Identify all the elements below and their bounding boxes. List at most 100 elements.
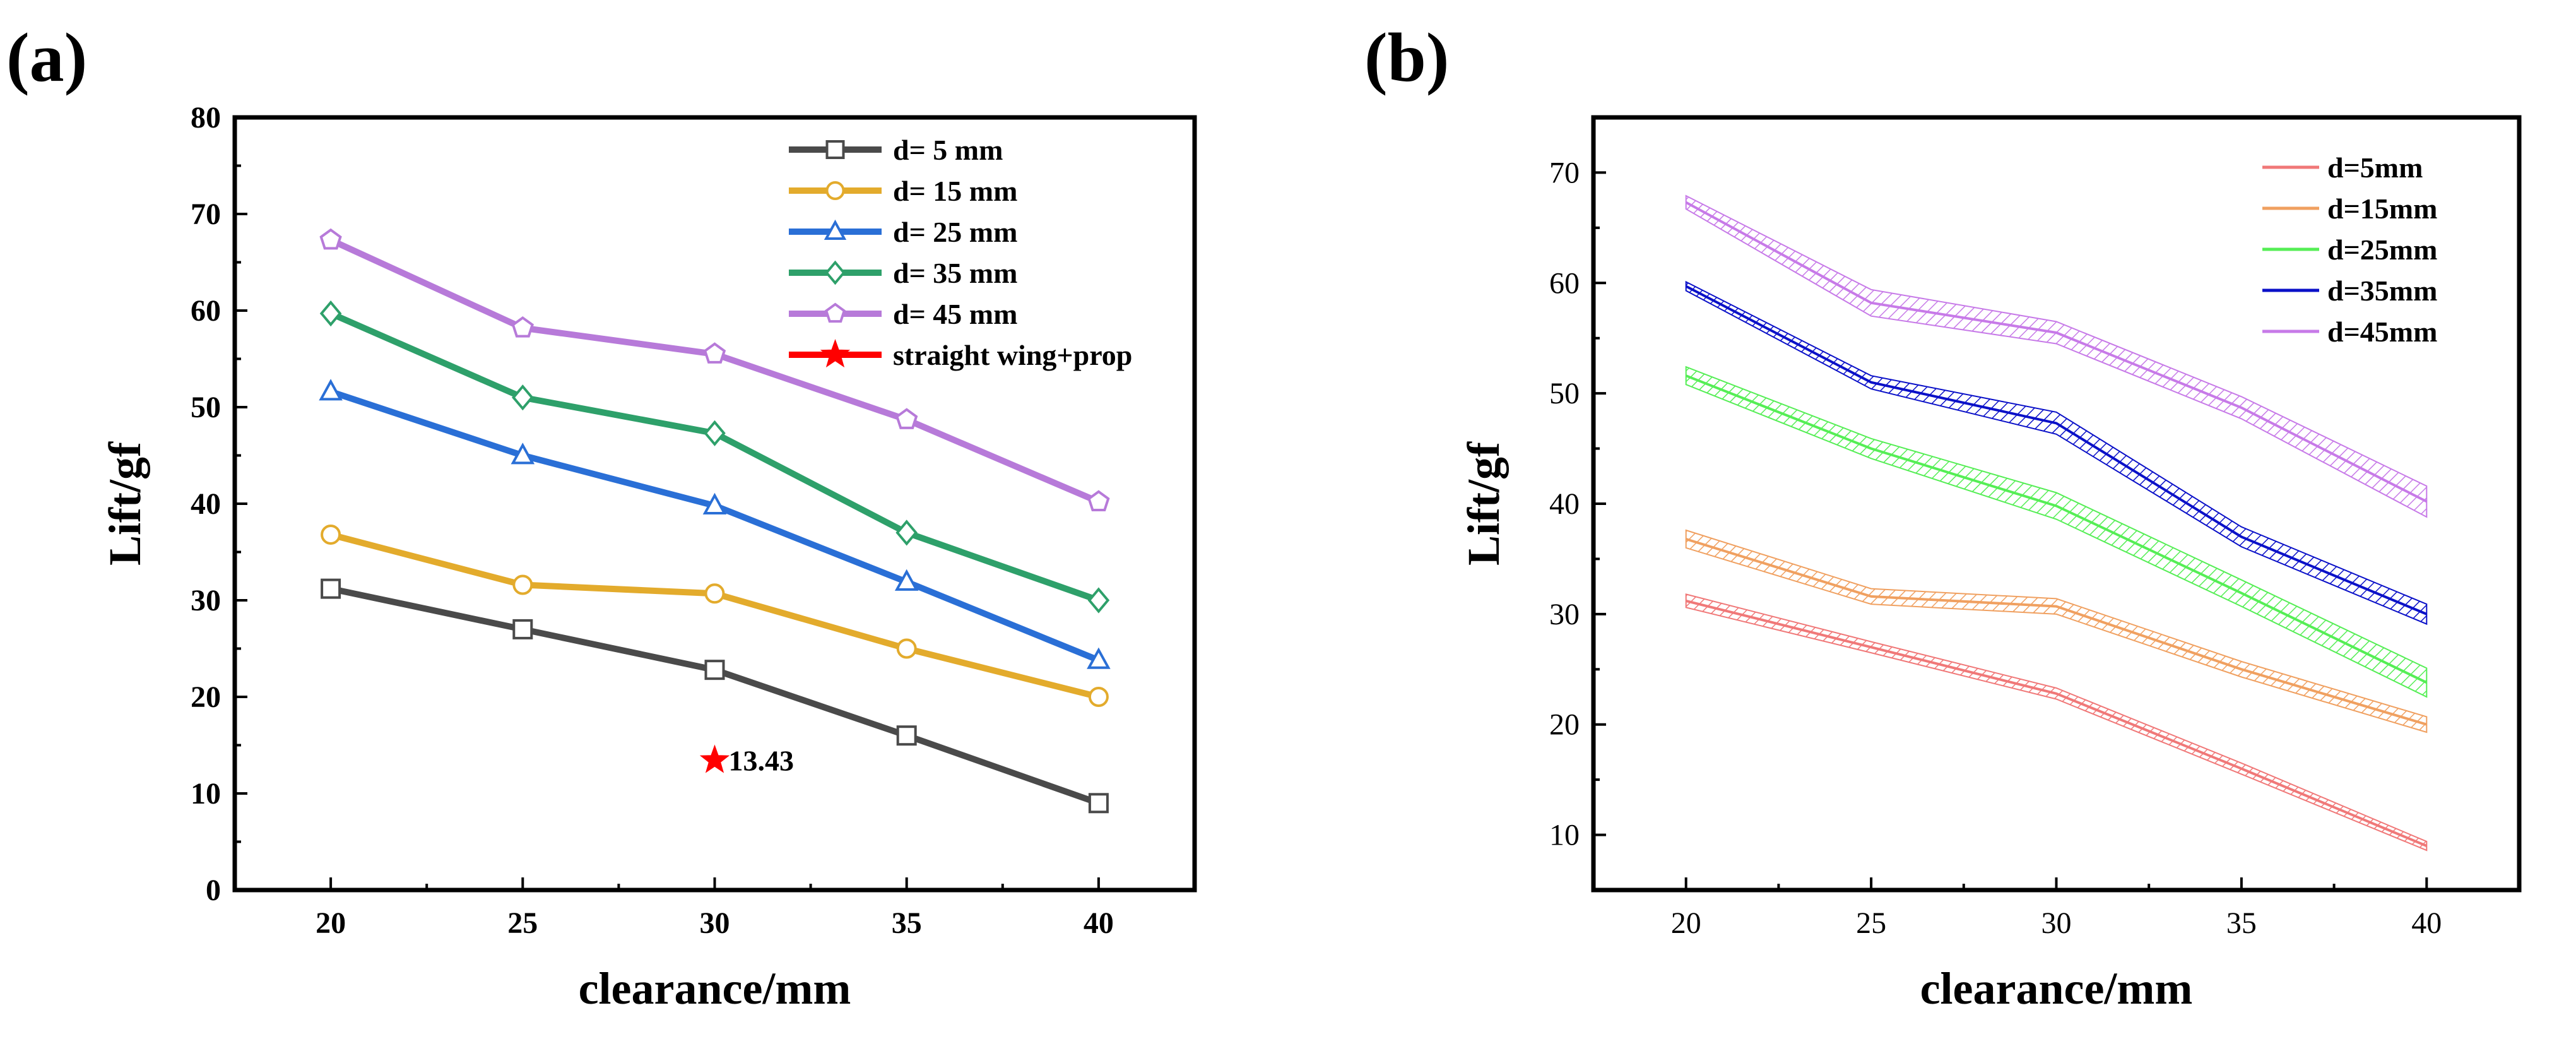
a-series-d-45-mm (319, 228, 1110, 511)
b-y-tick-label: 20 (1549, 708, 1580, 742)
a-data-point (896, 638, 917, 659)
chart-a: 20 25 30 35 40 0 10 20 30 40 50 60 70 80 clearance/mm L… (100, 101, 1197, 1014)
a-legend-label: straight wing+prop (893, 339, 1132, 371)
a-series-d-35-mm (319, 300, 1110, 614)
b-error-band (1685, 529, 2428, 733)
panel-a-label: (a) (6, 19, 87, 96)
a-legend-swatch-marker (824, 219, 847, 240)
b-x-tick-label: 20 (1671, 906, 1701, 940)
b-x-tick-label: 35 (2226, 906, 2257, 940)
a-data-point (319, 300, 342, 327)
a-data-point (1087, 490, 1110, 511)
b-error-band (1685, 194, 2428, 518)
b-series-line (1685, 374, 2428, 684)
panel-b-label: (b) (1364, 19, 1449, 96)
a-plot-frame (232, 115, 1197, 893)
a-data-point (511, 384, 534, 411)
a-data-point (895, 408, 918, 429)
a-y-tick-label: 70 (191, 198, 221, 231)
a-data-point (704, 583, 725, 604)
a-x-axis-title: clearance/mm (579, 963, 851, 1014)
b-y-tick-label: 30 (1549, 598, 1580, 631)
a-x-tick-label: 25 (507, 906, 538, 940)
b-plot-frame (1591, 115, 2522, 893)
b-series-d-35mm (1685, 280, 2428, 626)
a-y-tick-label: 40 (191, 487, 221, 521)
a-legend-swatch-marker (825, 260, 846, 285)
a-data-point (319, 228, 342, 250)
b-series-line (1686, 599, 2428, 847)
a-data-point (319, 379, 343, 401)
a-y-tick-label: 0 (206, 874, 221, 907)
a-data-point (896, 725, 917, 746)
b-legend-label: d=35mm (2327, 275, 2437, 307)
b-series-d-15mm (1685, 529, 2428, 733)
a-legend: d= 5 mm d= 15 mm d= 25 mm d= 35 mm d= 45 mm s… (789, 134, 1132, 371)
a-data-point (1087, 647, 1111, 669)
a-data-point (895, 520, 918, 546)
a-data-point (321, 524, 341, 545)
a-legend-label: d= 15 mm (893, 175, 1017, 207)
a-data-point (704, 420, 726, 446)
a-legend-swatch-marker (820, 339, 851, 368)
b-x-axis-title: clearance/mm (1920, 963, 2193, 1014)
a-data-point (704, 660, 725, 680)
b-legend-label: d=25mm (2327, 234, 2437, 266)
a-y-tick-label: 20 (191, 680, 221, 714)
a-legend-swatch-marker (825, 140, 845, 159)
a-y-tick-label: 80 (191, 101, 221, 134)
b-x-tick-label: 25 (1856, 906, 1886, 940)
b-series-line (1686, 538, 2427, 726)
a-series-d-5-mm (321, 578, 1109, 814)
a-star-point (699, 744, 730, 773)
a-data-point (1087, 587, 1110, 614)
b-y-tick-label: 50 (1549, 377, 1580, 410)
a-x-tick-label: 40 (1084, 906, 1114, 940)
a-data-point (702, 492, 727, 514)
a-series-line (330, 585, 1100, 807)
b-x-tick-label: 30 (2041, 906, 2072, 940)
a-data-point (512, 619, 533, 639)
b-series-line (1685, 285, 2428, 615)
b-series-d-25mm (1685, 365, 2428, 698)
b-series-line (1685, 201, 2428, 503)
a-y-tick-label: 50 (191, 391, 221, 424)
a-legend-label: d= 45 mm (893, 298, 1017, 330)
b-x-tick-label: 40 (2411, 906, 2442, 940)
b-legend-label: d=45mm (2327, 316, 2437, 348)
b-series-d-45mm (1685, 194, 2428, 518)
b-y-tick-label: 10 (1549, 819, 1580, 852)
a-data-point (511, 442, 535, 465)
b-y-tick-label: 40 (1549, 487, 1580, 521)
a-y-tick-label: 10 (191, 777, 221, 811)
chart-b: 20 25 30 35 40 10 20 30 40 50 60 70 clearance/mm Lift… (1458, 115, 2522, 1014)
a-x-tick-label: 20 (316, 906, 346, 940)
a-legend-swatch-marker (825, 181, 845, 200)
a-series-d-15-mm (321, 524, 1109, 707)
a-legend-swatch-marker (824, 302, 846, 323)
b-legend-label: d=15mm (2327, 193, 2437, 225)
a-data-point (1088, 687, 1109, 707)
a-legend-label: d= 25 mm (893, 216, 1017, 248)
b-legend: d=5mm d=15mm d=25mm d=35mm d=45mm (2262, 151, 2437, 348)
a-data-point (894, 569, 919, 591)
a-data-point (321, 578, 341, 599)
b-y-axis-title: Lift/gf (1458, 441, 1509, 566)
b-error-band (1685, 280, 2428, 626)
a-data-point (703, 342, 726, 364)
a-data-point (511, 316, 534, 338)
a-data-point (1088, 793, 1109, 814)
a-data-point (512, 574, 533, 595)
a-star-value-label: 13.43 (729, 745, 795, 777)
b-y-tick-label: 60 (1549, 266, 1580, 300)
b-series-d-5mm (1685, 593, 2428, 852)
a-x-tick-label: 30 (700, 906, 730, 940)
a-legend-label: d= 35 mm (893, 257, 1017, 289)
a-y-tick-label: 30 (191, 584, 221, 617)
b-legend-label: d=5mm (2327, 151, 2423, 184)
a-y-tick-label: 60 (191, 294, 221, 328)
a-x-tick-label: 35 (892, 906, 922, 940)
a-legend-label: d= 5 mm (893, 134, 1003, 166)
b-y-tick-label: 70 (1549, 156, 1580, 189)
